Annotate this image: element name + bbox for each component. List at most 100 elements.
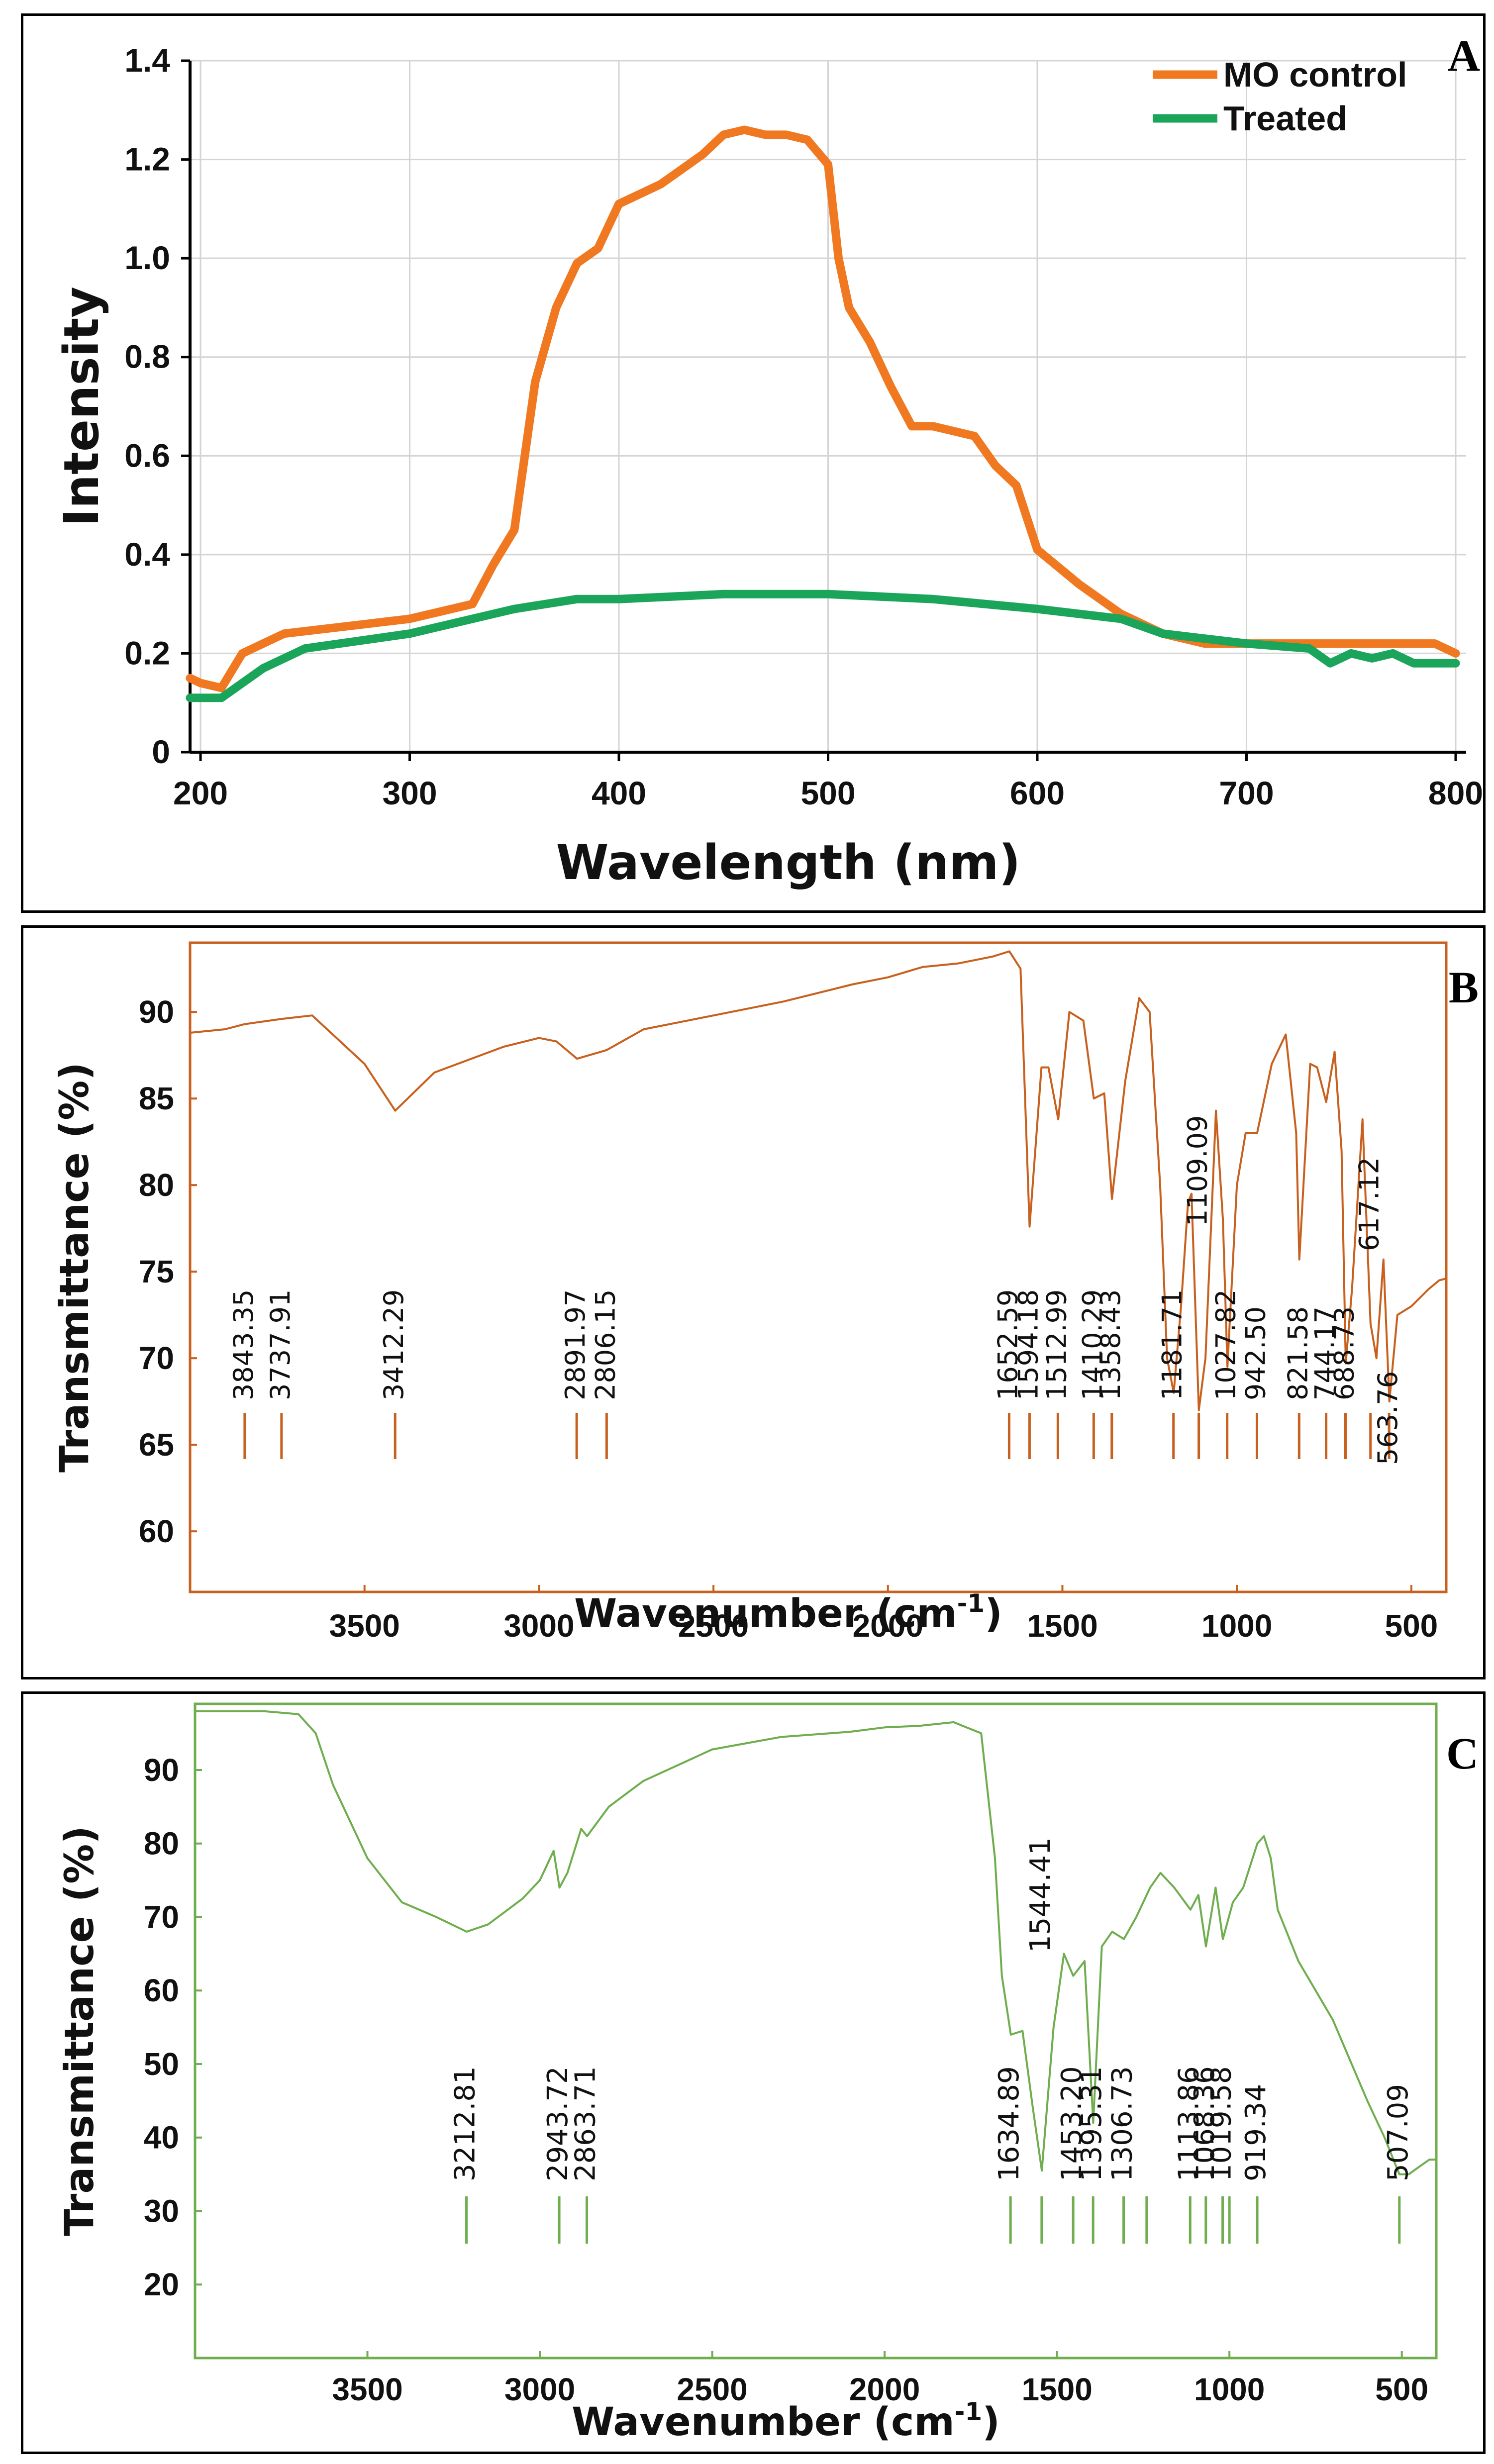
peak-label: 1544.41: [1024, 1837, 1057, 1953]
x-tick-label: 2000: [853, 1608, 923, 1644]
ftir-b-chart-svg: 3500 3000 2500 2000 1500 1000 500 60 65 70 75 80 85 9…: [51, 941, 1479, 1644]
y-tick-label: 30: [144, 2193, 179, 2229]
peak-label: 744.17: [1309, 1306, 1341, 1400]
plot-frame: [189, 941, 1448, 1593]
peak-label: 1019.58: [1205, 2066, 1238, 2181]
legend-label: Treated: [1223, 99, 1347, 138]
y-tick-label: 50: [144, 2046, 179, 2082]
spectrum-line: [195, 1710, 1436, 2175]
y-tick-label: 0.2: [124, 634, 170, 671]
x-tick-label: 1000: [1194, 2371, 1265, 2407]
x-axis-title: Wavelength (nm): [556, 835, 1021, 890]
y-tick-label: 1.4: [124, 42, 170, 79]
x-tick-label: 2000: [849, 2371, 920, 2407]
peak-label: 1358.43: [1095, 1289, 1126, 1400]
peak-label: 1113.86: [1173, 2066, 1205, 2181]
x-tick-label: 700: [1219, 775, 1274, 811]
peak-label: 2806.15: [590, 1289, 621, 1400]
peak-label: 688.73: [1328, 1306, 1360, 1400]
y-tick-label: 0: [152, 733, 170, 770]
x-axis-title-close: ): [982, 2400, 1000, 2445]
y-tick-label: 20: [144, 2267, 179, 2302]
plot-frame: [194, 1702, 1438, 2360]
peak-label: 1068.36: [1189, 2066, 1221, 2181]
x-tick-label: 600: [1010, 775, 1065, 811]
peak-label: 942.50: [1240, 1306, 1271, 1400]
peak-label: 563.76: [1372, 1371, 1403, 1465]
y-tick-label: 80: [144, 1826, 179, 1862]
peak-label: 1109.09: [1182, 1115, 1213, 1226]
peak-label: 3843.35: [228, 1289, 259, 1400]
x-axis-title-close: ): [985, 1591, 1002, 1636]
peak-label: 3212.81: [449, 2066, 482, 2181]
y-tick-label: 60: [144, 1972, 179, 2008]
x-tick-label: 800: [1428, 775, 1483, 811]
y-axis-title: Transmittance (%): [51, 1062, 98, 1473]
x-tick-label: 500: [800, 775, 855, 811]
legend-label: MO control: [1223, 55, 1407, 94]
y-tick-label: 65: [139, 1427, 174, 1463]
x-axis-title: Wavenumber (cm-1): [572, 2397, 1000, 2445]
y-tick-label: 85: [139, 1081, 174, 1116]
x-tick-label: 1000: [1201, 1608, 1272, 1644]
x-tick-label: 1500: [1027, 1608, 1097, 1644]
x-tick-label: 3500: [332, 2371, 402, 2407]
panel-label: A: [1448, 31, 1480, 81]
y-tick-label: 40: [144, 2120, 179, 2156]
x-tick-label: 400: [592, 775, 646, 811]
peak-label: 821.58: [1282, 1306, 1313, 1400]
x-tick-label: 300: [382, 775, 437, 811]
peak-label: 1027.82: [1210, 1289, 1242, 1400]
x-tick-label: 2500: [677, 2371, 747, 2407]
panel-b-ftir-chart: 3500 3000 2500 2000 1500 1000 500 60 65 70 75 80 85 9…: [21, 925, 1486, 1679]
peak-label: 1306.73: [1106, 2066, 1139, 2181]
peak-label: 1634.89: [993, 2066, 1025, 2181]
panel-a-uv-vis-chart: 200 300 400 500 600 700 800 0 0.2 0.4 0.6 0.8 1.0 1.2…: [21, 13, 1486, 913]
series-line-treated: [186, 590, 1460, 702]
y-tick-label: 0.4: [124, 536, 170, 573]
spectrum-line: [190, 950, 1447, 1411]
y-axis-title: Transmittance (%): [56, 1826, 102, 2236]
x-axis-title-superscript: -1: [955, 2397, 983, 2426]
y-tick-label: 70: [144, 1899, 179, 1935]
x-tick-label: 3000: [504, 2371, 575, 2407]
peak-label: 3412.29: [378, 1289, 409, 1400]
peak-label: 1410.29: [1077, 1289, 1108, 1400]
y-tick-label: 0.6: [124, 437, 170, 474]
uv-vis-chart-svg: 200 300 400 500 600 700 800 0 0.2 0.4 0.6 0.8 1.0 1.2…: [54, 31, 1483, 890]
peak-label: 1181.71: [1157, 1289, 1188, 1400]
panel-c-ftir-chart: 3500 3000 2500 2000 1500 1000 500 20 30 40 50 60 70 8…: [21, 1691, 1486, 2454]
y-tick-label: 70: [139, 1340, 174, 1376]
y-tick-label: 90: [144, 1752, 179, 1788]
peak-label: 1652.59: [992, 1289, 1023, 1400]
panel-label: B: [1449, 963, 1479, 1012]
x-tick-label: 200: [173, 775, 228, 811]
y-tick-label: 1.2: [124, 141, 170, 178]
y-tick-label: 60: [139, 1513, 174, 1549]
peak-label: 919.34: [1240, 2084, 1272, 2181]
peak-label: 3737.91: [265, 1289, 296, 1400]
peak-label: 2863.71: [570, 2066, 602, 2181]
y-tick-label: 80: [139, 1167, 174, 1203]
x-axis-title-main: Wavenumber (cm: [574, 1591, 957, 1636]
x-axis-title-superscript: -1: [957, 1589, 985, 1618]
x-tick-label: 3500: [329, 1608, 400, 1644]
y-tick-label: 0.8: [124, 338, 170, 375]
peak-label: 507.09: [1382, 2084, 1414, 2181]
peak-label: 2943.72: [542, 2066, 574, 2181]
y-axis-title: Intensity: [54, 287, 109, 526]
y-tick-label: 90: [139, 994, 174, 1030]
y-tick-label: 75: [139, 1254, 174, 1289]
x-axis-title-main: Wavenumber (cm: [572, 2400, 955, 2445]
series-line-mo-control: [186, 125, 1460, 692]
peak-label: 2891.97: [560, 1289, 591, 1400]
x-tick-label: 3000: [503, 1608, 574, 1644]
y-tick-label: 1.0: [124, 239, 170, 276]
ftir-c-chart-svg: 3500 3000 2500 2000 1500 1000 500 20 30 40 50 60 70 8…: [56, 1702, 1479, 2445]
x-tick-label: 500: [1385, 1608, 1438, 1644]
x-tick-label: 1500: [1021, 2371, 1092, 2407]
peak-label: 1594.18: [1012, 1289, 1044, 1400]
peak-label: 1512.99: [1041, 1289, 1072, 1400]
x-tick-label: 2500: [678, 1608, 749, 1644]
peak-label: 617.12: [1354, 1157, 1385, 1251]
